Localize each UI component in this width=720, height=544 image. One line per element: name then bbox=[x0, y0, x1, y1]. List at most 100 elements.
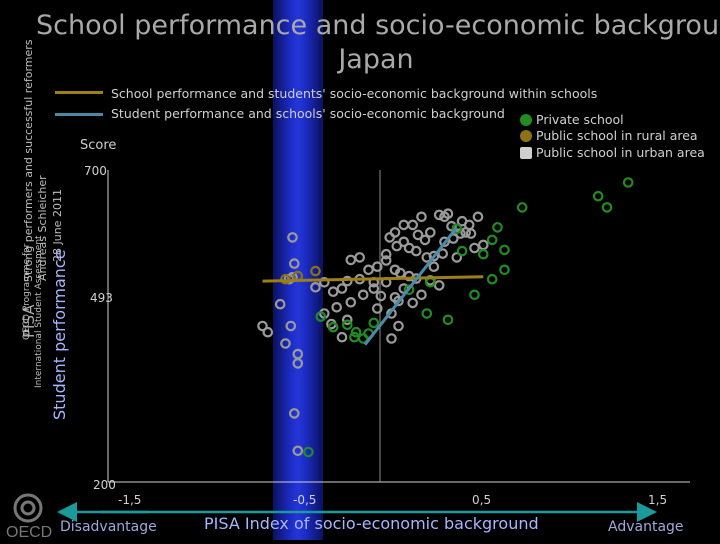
urban-school-point bbox=[393, 320, 404, 332]
urban-school-point bbox=[439, 236, 450, 248]
urban-school-point bbox=[292, 348, 304, 360]
urban-school-point bbox=[477, 239, 489, 251]
urban-school-point bbox=[292, 358, 304, 369]
private-school-point bbox=[486, 234, 498, 246]
urban-school-point bbox=[341, 314, 353, 326]
urban-school-point bbox=[357, 289, 369, 301]
urban-school-point bbox=[345, 254, 357, 266]
legend-private-label: Private school bbox=[536, 112, 624, 127]
private-school-point bbox=[499, 264, 510, 276]
urban-school-point bbox=[398, 219, 410, 231]
y-axis-title: Score bbox=[80, 138, 117, 153]
urban-school-point bbox=[288, 258, 300, 269]
private-school-point bbox=[341, 319, 353, 331]
urban-school-point bbox=[465, 228, 477, 239]
urban-school-point bbox=[407, 219, 418, 231]
urban-school-point bbox=[371, 303, 383, 314]
urban-school-point bbox=[451, 252, 463, 263]
urban-school-point bbox=[371, 261, 383, 272]
private-school-point bbox=[486, 273, 498, 285]
within-schools-line bbox=[262, 275, 484, 283]
chart-subtitle: Japan bbox=[338, 44, 414, 75]
urban-school-point bbox=[416, 289, 427, 301]
urban-school-point bbox=[439, 211, 450, 223]
urban-school-point bbox=[424, 227, 436, 238]
urban-school-point bbox=[274, 298, 286, 310]
x-tick-05: 0,5 bbox=[472, 493, 492, 507]
x-tick-neg15: -1,5 bbox=[118, 493, 142, 507]
rural-school-point bbox=[310, 265, 321, 277]
private-school-point bbox=[601, 202, 613, 213]
urban-school-point bbox=[384, 232, 395, 243]
private-school-point bbox=[492, 222, 503, 233]
urban-school-point bbox=[285, 320, 297, 332]
urban-school-point bbox=[469, 242, 480, 254]
urban-school-point bbox=[327, 286, 339, 297]
urban-school-point bbox=[416, 211, 427, 223]
legend-rural-label: Public school in rural area bbox=[536, 128, 698, 143]
urban-school-point bbox=[310, 281, 321, 293]
private-school-point bbox=[315, 311, 327, 322]
private-school-point bbox=[592, 190, 604, 202]
legend-urban-label: Public school in urban area bbox=[536, 145, 705, 160]
urban-school-point bbox=[341, 275, 353, 287]
urban-school-point bbox=[380, 248, 392, 260]
urban-school-point bbox=[419, 234, 431, 246]
urban-school-point bbox=[433, 280, 445, 291]
urban-school-point bbox=[433, 209, 445, 221]
private-school-point bbox=[516, 202, 528, 213]
legend-between-line bbox=[55, 113, 103, 116]
legend-urban-dot bbox=[520, 147, 532, 159]
urban-school-point bbox=[354, 252, 365, 263]
urban-school-point bbox=[345, 296, 357, 308]
legend-within-label: School performance and students' socio-e… bbox=[111, 86, 598, 101]
urban-school-point bbox=[391, 240, 403, 252]
x-axis-label: PISA Index of socio-economic background bbox=[204, 514, 539, 533]
urban-school-point bbox=[393, 295, 404, 307]
urban-school-point bbox=[368, 283, 380, 294]
legend-rural-dot bbox=[520, 130, 532, 142]
y-tick-700: 700 bbox=[84, 164, 107, 178]
private-school-point bbox=[327, 321, 339, 333]
urban-school-point bbox=[280, 338, 291, 349]
legend-private-dot bbox=[520, 114, 532, 126]
urban-school-point bbox=[318, 276, 330, 288]
private-school-point bbox=[622, 177, 634, 188]
urban-school-point bbox=[428, 261, 440, 272]
urban-school-point bbox=[412, 229, 424, 241]
private-school-point bbox=[499, 244, 510, 256]
private-school-point bbox=[456, 245, 468, 257]
x-left-label: Disadvantage bbox=[60, 519, 157, 535]
legend-between-label: Student performance and schools' socio-e… bbox=[111, 106, 505, 121]
urban-school-point bbox=[375, 290, 387, 302]
urban-school-point bbox=[407, 297, 418, 309]
x-tick-neg05: -0,5 bbox=[293, 493, 317, 507]
private-school-point bbox=[303, 446, 314, 458]
urban-school-point bbox=[380, 255, 392, 266]
chart-title: School performance and socio-economic ba… bbox=[36, 10, 720, 41]
private-school-point bbox=[442, 314, 454, 326]
urban-school-point bbox=[421, 252, 433, 263]
urban-school-point bbox=[292, 445, 304, 457]
private-school-point bbox=[368, 317, 380, 329]
private-school-point bbox=[421, 308, 433, 319]
private-school-point bbox=[477, 248, 489, 260]
between-schools-line bbox=[363, 226, 458, 346]
urban-school-point bbox=[410, 245, 422, 257]
y-tick-493: 493 bbox=[90, 291, 113, 305]
urban-school-point bbox=[288, 408, 300, 419]
legend-within-line bbox=[55, 91, 103, 94]
urban-school-point bbox=[336, 331, 348, 343]
urban-school-point bbox=[363, 264, 374, 276]
urban-school-point bbox=[472, 211, 484, 223]
oecd-logo: OECD bbox=[2, 490, 58, 541]
x-right-label: Advantage bbox=[608, 519, 684, 535]
private-school-point bbox=[350, 326, 362, 338]
urban-school-point bbox=[287, 232, 298, 243]
urban-school-point bbox=[336, 283, 348, 294]
urban-school-point bbox=[386, 333, 397, 344]
urban-school-point bbox=[437, 248, 448, 259]
svg-text:OECD: OECD bbox=[6, 524, 52, 540]
urban-school-point bbox=[446, 220, 457, 232]
